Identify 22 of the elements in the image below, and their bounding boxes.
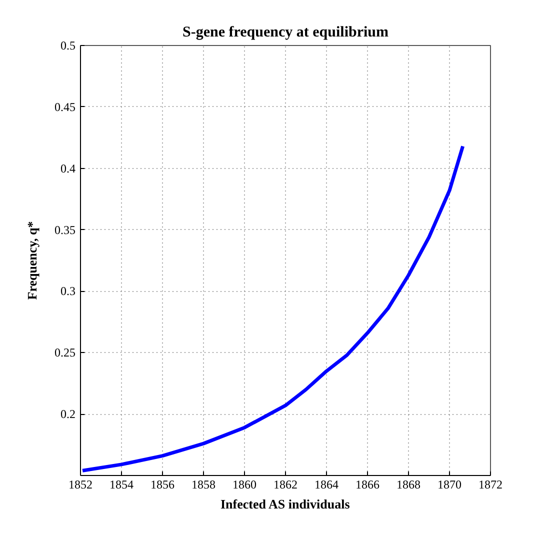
y-tick-label: 0.45 [54,100,76,114]
y-tick-label: 0.2 [60,407,76,422]
x-tick-label: 1872 [478,478,502,492]
x-tick-label: 1858 [192,478,216,492]
x-tick-label: 1860 [232,478,256,492]
y-tick-label: 0.3 [60,284,76,298]
x-tick-label: 1856 [150,478,174,492]
line-series [80,144,465,472]
x-axis-title: Infected AS individuals [220,496,350,512]
x-tick-label: 1862 [274,478,298,492]
y-tick-label: 0.25 [54,346,76,360]
x-tick-label: 1866 [356,478,380,492]
x-tick-label: 1864 [314,478,338,492]
x-tick-label: 1854 [110,478,134,492]
x-tick-label: 1852 [68,478,92,492]
x-tick-label: 1870 [438,478,462,492]
x-tick-label: 1868 [396,478,420,492]
y-tick-label: 0.35 [54,222,76,237]
y-tick-label: 0.5 [60,38,76,52]
y-tick-label: 0.4 [60,161,76,176]
y-axis-title: Frequency, q* [24,221,40,300]
chart-title: S-gene frequency at equilibrium [182,24,389,40]
